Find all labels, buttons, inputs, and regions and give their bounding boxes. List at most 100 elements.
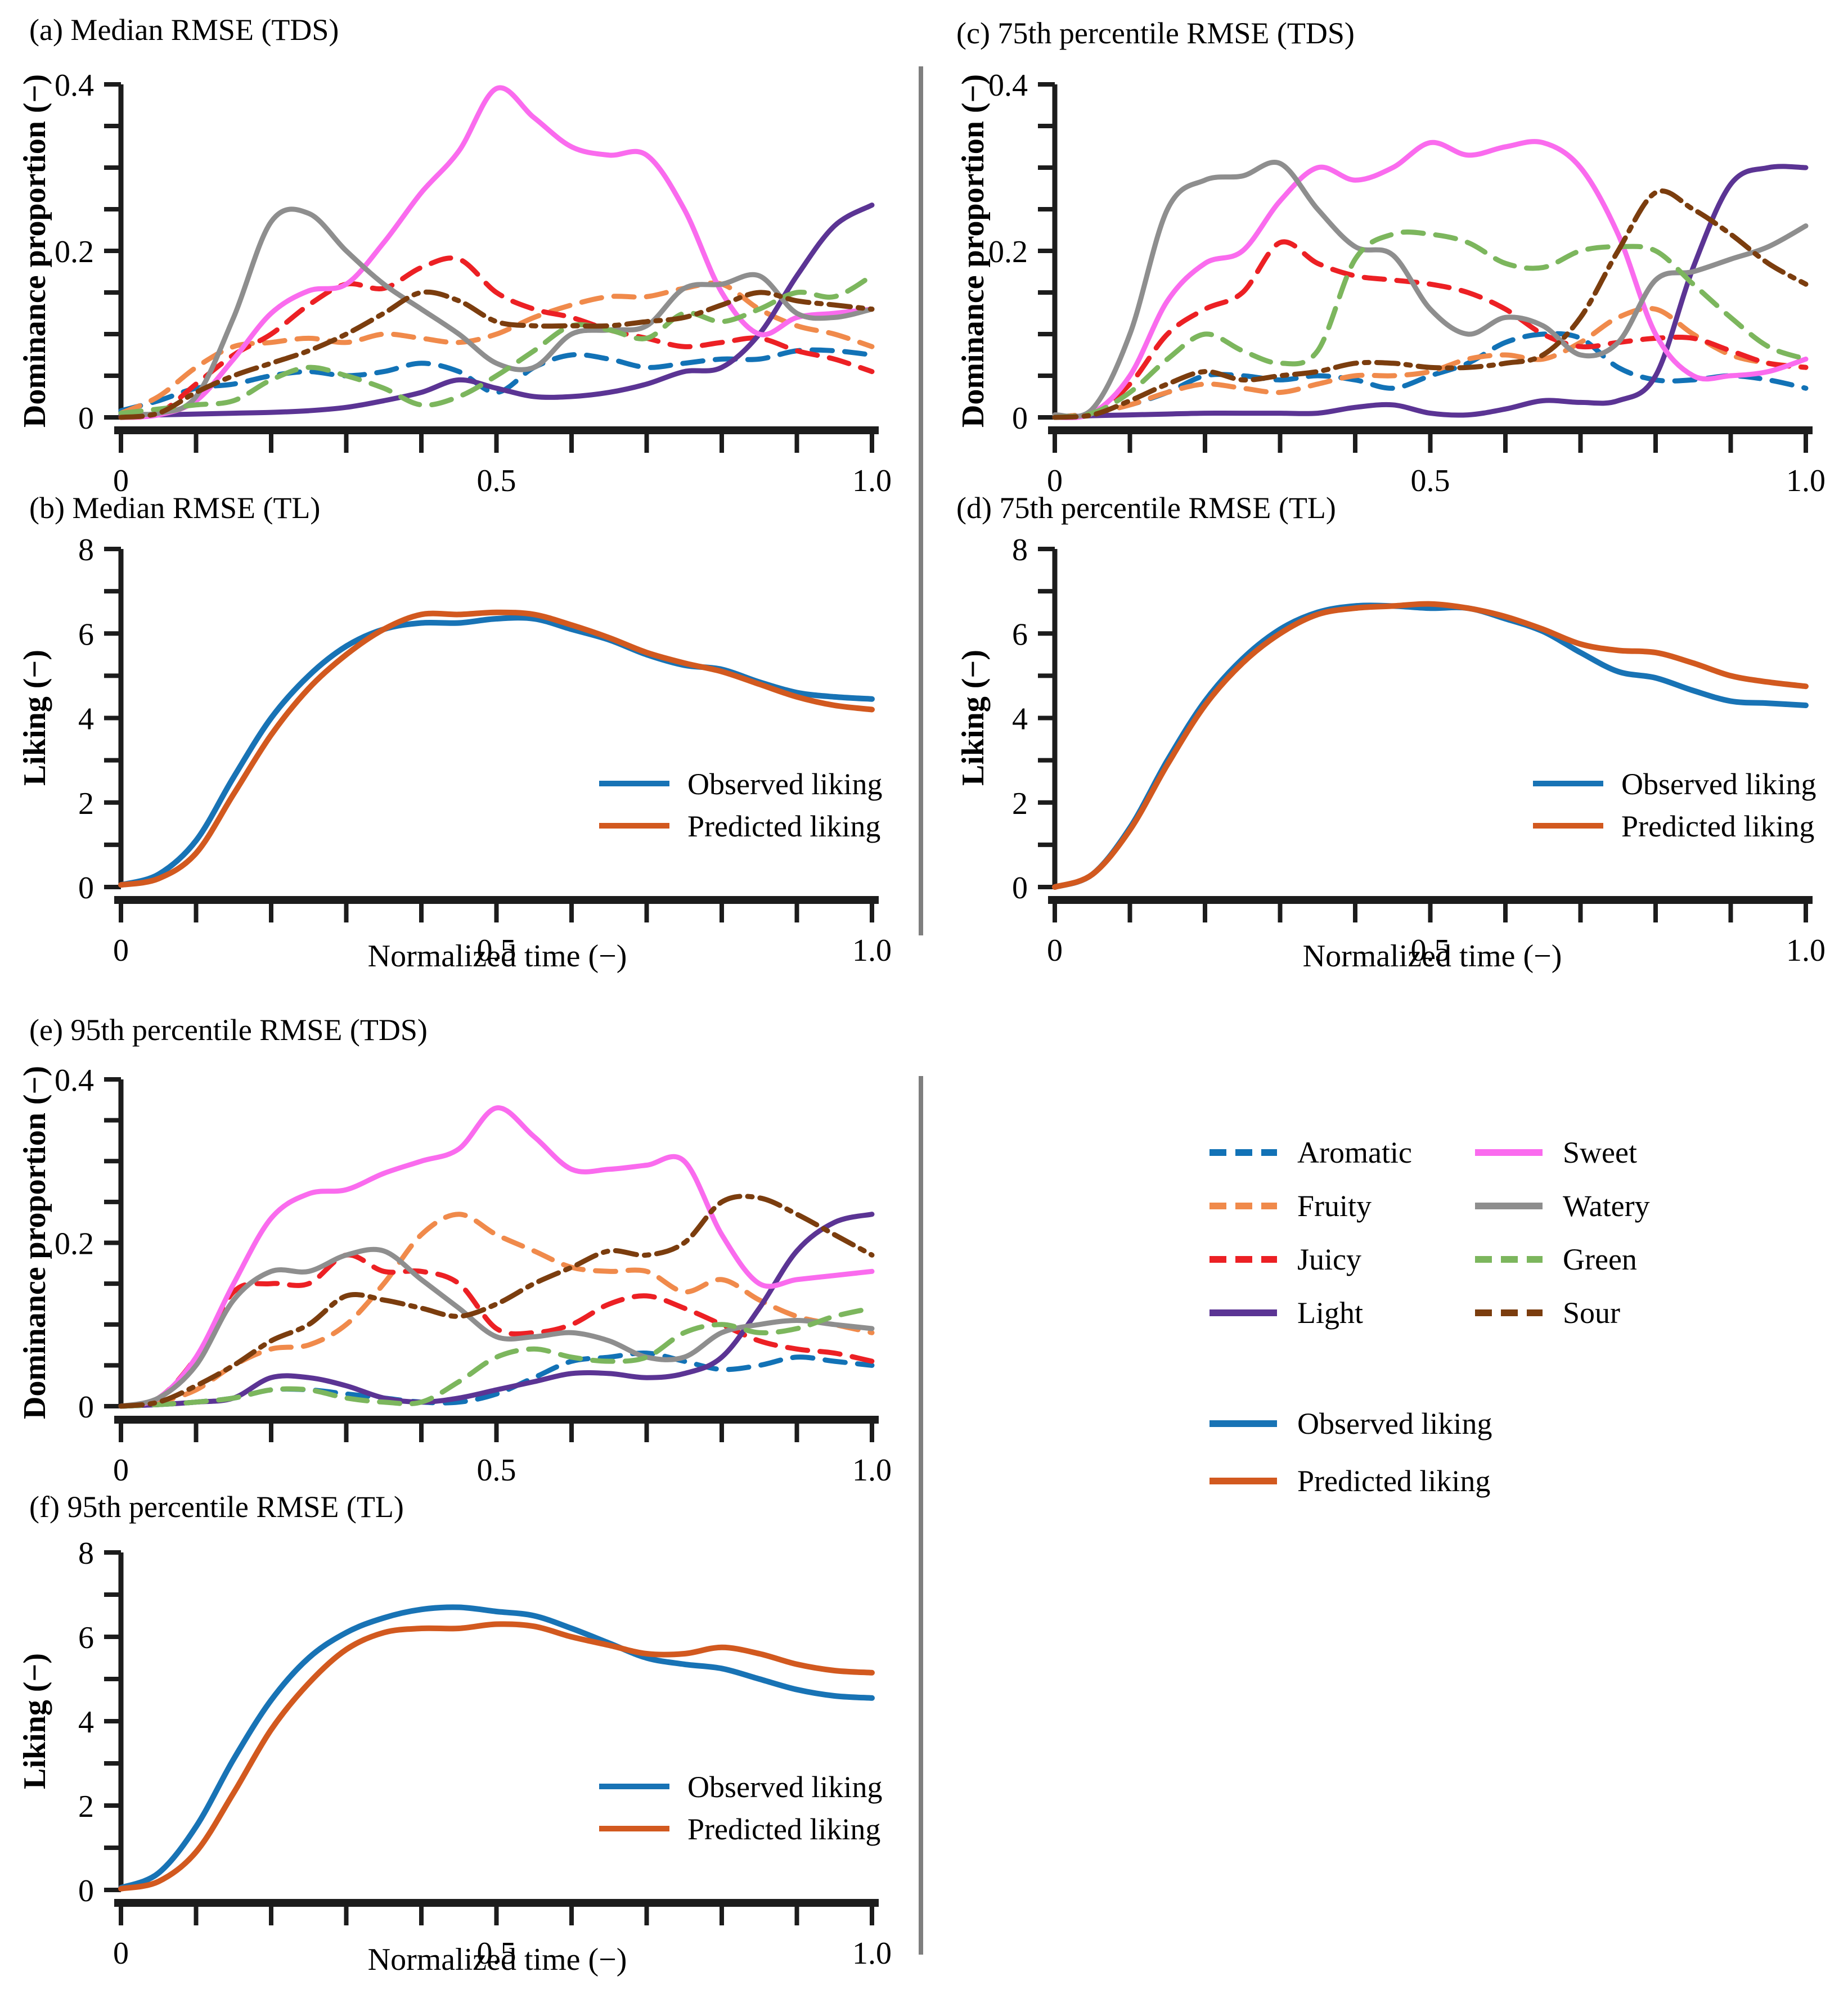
- tick-label: Predicted liking: [687, 809, 880, 843]
- tick-label: 4: [1012, 702, 1028, 737]
- series-juicy: [1052, 239, 1809, 420]
- tick-label: 0: [78, 1874, 94, 1909]
- series-light: [1052, 164, 1809, 420]
- panel-f-xlabel: Normalized time (−): [367, 1942, 627, 1977]
- panel-b-plot: 0 2 4 6 8 0 0.5 1.0 Observed liking Predicted lik…: [78, 533, 892, 968]
- legend-line-aromatic-icon: [1209, 1149, 1277, 1156]
- legend-item-light: Light: [1209, 1295, 1363, 1330]
- tick-label: 0: [1047, 463, 1063, 498]
- tick-label: 0: [113, 933, 129, 968]
- tick-label: 0.4: [988, 68, 1028, 103]
- series-sweet: [1052, 139, 1809, 420]
- tick-label: 0.5: [477, 1453, 516, 1488]
- tick-label: 0: [78, 1390, 94, 1425]
- legend-item-predicted-liking: Predicted liking: [1209, 1464, 1490, 1498]
- legend-line-sweet-icon: [1475, 1149, 1543, 1156]
- tick-label: 2: [78, 786, 94, 821]
- series-aromatic: [1052, 331, 1809, 420]
- legend-line-juicy-icon: [1209, 1256, 1277, 1263]
- tick-label: 4: [78, 1705, 94, 1740]
- series-watery: [118, 1246, 875, 1409]
- tick-label: 1.0: [852, 1453, 892, 1488]
- panel-b-xlabel: Normalized time (−): [367, 939, 627, 974]
- series-sour: [118, 1194, 875, 1409]
- tick-label: 0: [78, 871, 94, 906]
- tick-label: 0: [113, 1453, 129, 1488]
- series-fruity: [118, 280, 875, 416]
- panel-b-title: (b) Median RMSE (TL): [29, 491, 321, 525]
- panel-e-title: (e) 95th percentile RMSE (TDS): [29, 1013, 428, 1047]
- legend-label-predicted-liking: Predicted liking: [1297, 1464, 1491, 1498]
- panel-a-title: (a) Median RMSE (TDS): [29, 13, 339, 47]
- series-aromatic: [118, 347, 875, 413]
- panel-c-ylabel: Dominance proportion (−): [956, 74, 991, 428]
- panel-b-ylabel: Liking (−): [17, 650, 52, 786]
- tick-label: 6: [78, 617, 94, 652]
- series-sweet: [118, 85, 875, 420]
- legend-label-observed-liking: Observed liking: [1297, 1407, 1492, 1441]
- legend-line-sour-icon: [1475, 1309, 1543, 1316]
- tick-label: 0: [113, 463, 129, 498]
- panel-a-plot: 0 0.2 0.4 0 0.5 1.0: [55, 68, 892, 498]
- legend-item-observed-liking: Observed liking: [1209, 1406, 1492, 1441]
- panel-e-plot: 0 0.2 0.4 0 0.5 1.0: [55, 1063, 892, 1488]
- panel-f-plot: 0 2 4 6 8 0 0.5 1.0 Observed liking Predicted lik…: [78, 1536, 892, 1971]
- series-light: [118, 1212, 875, 1409]
- series-predicted-liking: [1052, 601, 1809, 890]
- series-observed-liking: [118, 1604, 875, 1891]
- series-sour: [1052, 188, 1809, 420]
- tick-label: 0.4: [55, 1063, 94, 1098]
- legend-line-light-icon: [1209, 1309, 1277, 1316]
- tick-label: 0.5: [1411, 463, 1450, 498]
- tick-label: 6: [78, 1621, 94, 1655]
- panel-a-ylabel: Dominance proportion (−): [17, 74, 52, 428]
- legend-item-aromatic: Aromatic: [1209, 1135, 1412, 1170]
- series-sour: [118, 289, 875, 420]
- legend-item-green: Green: [1475, 1242, 1637, 1277]
- tick-label: 8: [1012, 533, 1028, 568]
- legend-label-fruity: Fruity: [1297, 1189, 1372, 1223]
- series-observed-liking: [1052, 602, 1809, 890]
- series-green: [118, 273, 875, 416]
- series-predicted-liking: [118, 1621, 875, 1892]
- legend-line-watery-icon: [1475, 1203, 1543, 1209]
- tick-label: 6: [1012, 617, 1028, 652]
- tick-label: 1.0: [852, 1936, 892, 1971]
- legend-label-sour: Sour: [1563, 1296, 1621, 1330]
- panel-d-ylabel: Liking (−): [956, 650, 991, 786]
- tick-label: 0.5: [477, 463, 516, 498]
- tick-label: 0.2: [55, 1227, 94, 1262]
- panel-f-title: (f) 95th percentile RMSE (TL): [29, 1490, 404, 1524]
- tick-label: 8: [78, 1536, 94, 1571]
- tick-label: 0.5: [477, 1936, 516, 1971]
- panel-e-ylabel: Dominance proportion (−): [17, 1065, 52, 1420]
- legend-item-sweet: Sweet: [1475, 1135, 1637, 1170]
- series-watery: [118, 206, 875, 417]
- series-observed-liking: [118, 615, 875, 888]
- panel-d-plot: 0 2 4 6 8 0 0.5 1.0 Observed liking Predicted lik…: [1012, 533, 1825, 968]
- legend-item-juicy: Juicy: [1209, 1242, 1361, 1277]
- tick-label: 1.0: [852, 933, 892, 968]
- tick-label: 0: [1012, 871, 1028, 906]
- tick-label: 0: [113, 1936, 129, 1971]
- legend-label-juicy: Juicy: [1297, 1243, 1361, 1276]
- legend-line-predicted-liking-icon: [1209, 1478, 1277, 1484]
- tick-label: 1.0: [1786, 463, 1825, 498]
- tick-label: Predicted liking: [687, 1812, 880, 1846]
- tick-label: 0.4: [55, 68, 94, 103]
- legend-label-sweet: Sweet: [1563, 1136, 1637, 1169]
- tick-label: 8: [78, 533, 94, 568]
- panel-c-plot: 0 0.2 0.4 0 0.5 1.0: [988, 68, 1825, 498]
- tick-label: 2: [78, 1789, 94, 1824]
- series-green: [118, 1306, 875, 1409]
- tick-label: 1.0: [852, 463, 892, 498]
- legend-line-observed-liking-icon: [1209, 1420, 1277, 1427]
- tick-label: 0.5: [1411, 933, 1450, 968]
- tick-label: 2: [1012, 786, 1028, 821]
- series-predicted-liking: [118, 609, 875, 888]
- panel-f-ylabel: Liking (−): [17, 1653, 52, 1789]
- column-divider-top: [919, 66, 923, 935]
- tick-label: Observed liking: [687, 767, 882, 801]
